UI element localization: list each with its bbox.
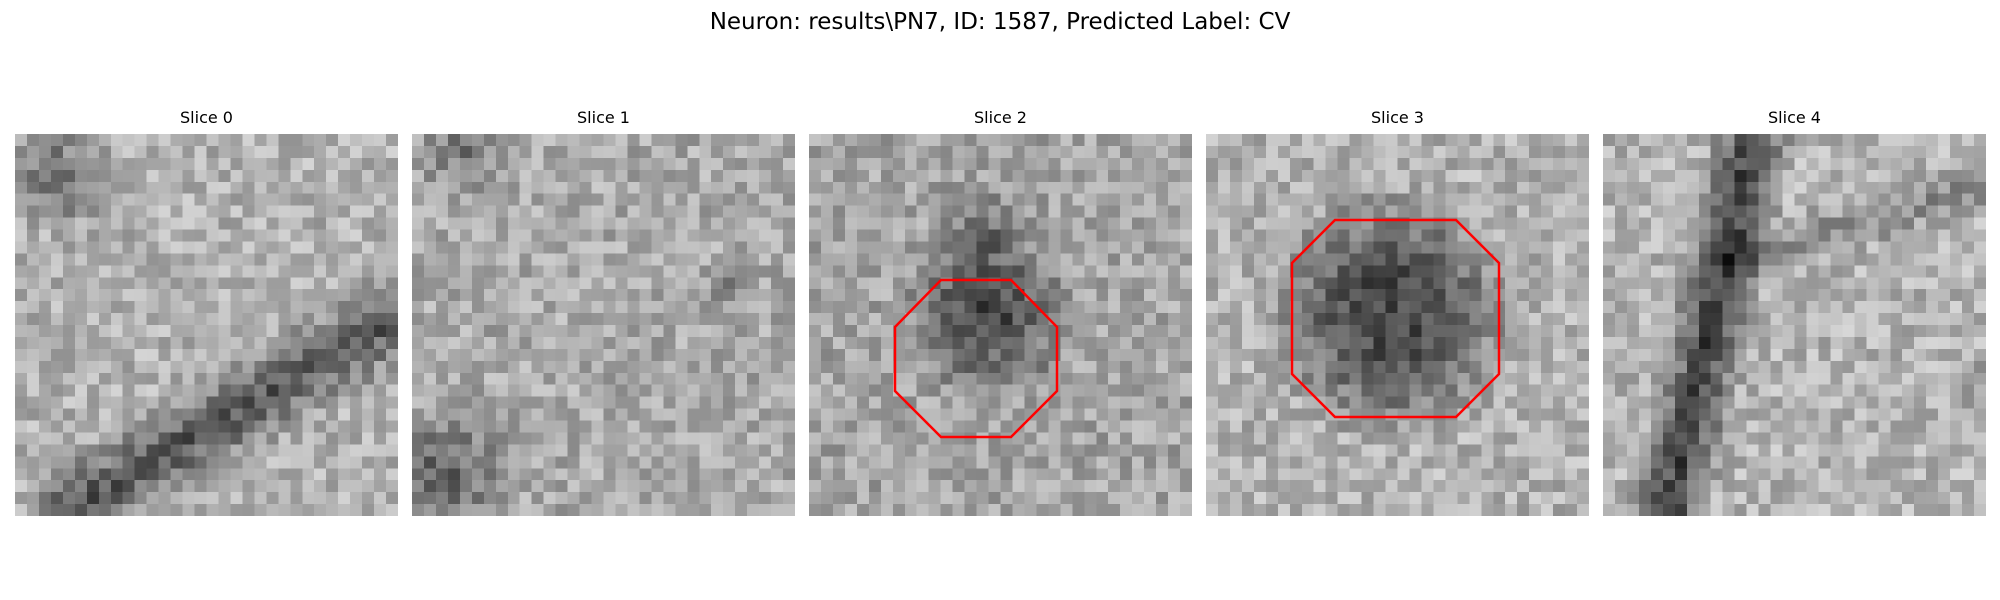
slice-title: Slice 0 xyxy=(180,108,233,127)
slice-image xyxy=(1603,134,1986,516)
slice-panel-0: Slice 0 xyxy=(15,108,398,516)
slice-title: Slice 4 xyxy=(1768,108,1821,127)
slice-panel-2: Slice 2 xyxy=(809,108,1192,516)
slice-image xyxy=(412,134,795,516)
segmentation-contour xyxy=(893,278,1059,439)
slice-panel-3: Slice 3 xyxy=(1206,108,1589,516)
slice-image xyxy=(1206,134,1589,516)
slice-title: Slice 2 xyxy=(974,108,1027,127)
slice-title: Slice 1 xyxy=(577,108,630,127)
figure-title: Neuron: results\PN7, ID: 1587, Predicted… xyxy=(709,9,1291,35)
slice-panel-1: Slice 1 xyxy=(412,108,795,516)
slice-title: Slice 3 xyxy=(1371,108,1424,127)
slice-image xyxy=(15,134,398,516)
segmentation-contour xyxy=(1290,218,1501,419)
contour-overlay xyxy=(1290,218,1501,419)
slice-panel-4: Slice 4 xyxy=(1603,108,1986,516)
slice-image xyxy=(809,134,1192,516)
contour-overlay xyxy=(893,278,1059,439)
